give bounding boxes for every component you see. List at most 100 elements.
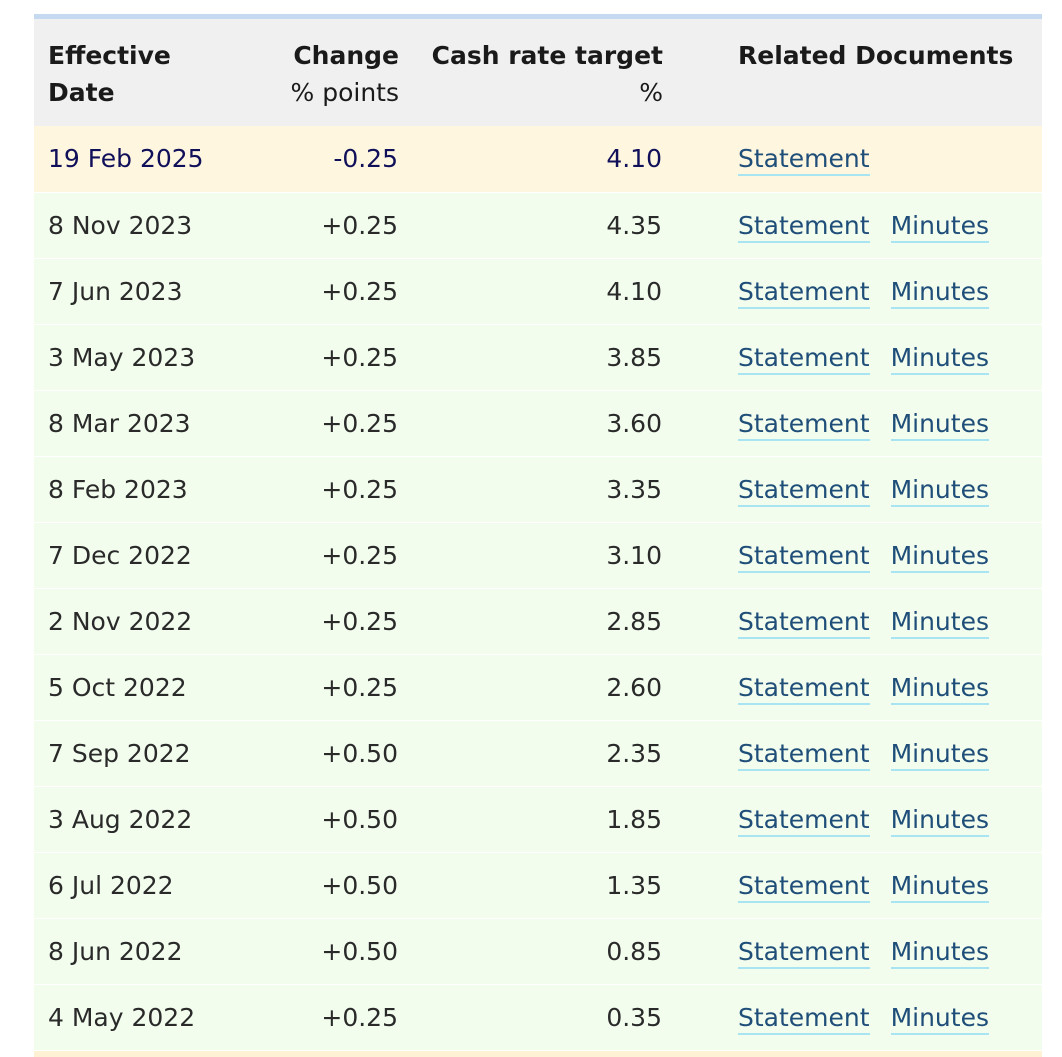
effective-date-cell: 8 Jun 2022	[48, 936, 183, 966]
effective-date-cell: 8 Feb 2023	[48, 474, 188, 504]
statement-link[interactable]: Statement	[738, 804, 870, 837]
change-cell: -0.25	[333, 144, 398, 174]
change-cell: +0.50	[321, 738, 398, 768]
effective-date-cell: 7 Jun 2023	[48, 276, 183, 306]
related-documents-cell: Statement Minutes	[663, 192, 1042, 258]
minutes-link[interactable]: Minutes	[890, 738, 989, 771]
cash-rate-target-cell: 3.60	[606, 408, 662, 438]
change-cell: +0.25	[321, 1002, 398, 1032]
table-row: 3 May 2023 +0.25 3.85 Statement Minutes	[34, 324, 1042, 390]
statement-link[interactable]: Statement	[738, 474, 870, 507]
header-change: Change % points	[209, 19, 399, 126]
statement-link[interactable]: Statement	[738, 738, 870, 771]
minutes-link[interactable]: Minutes	[890, 474, 989, 507]
cash-rate-target-cell: 4.35	[606, 210, 662, 240]
minutes-link[interactable]: Minutes	[890, 408, 989, 441]
related-documents-cell: Statement Minutes	[663, 324, 1042, 390]
table-row: 6 Jul 2022 +0.50 1.35 Statement Minutes	[34, 852, 1042, 918]
statement-link[interactable]: Statement	[738, 144, 870, 177]
cash-rate-target-cell: 1.35	[606, 870, 662, 900]
statement-link[interactable]: Statement	[738, 936, 870, 969]
effective-date-cell: 8 Mar 2023	[48, 408, 191, 438]
effective-date-cell: 4 May 2022	[48, 1002, 196, 1032]
change-cell: +0.50	[321, 870, 398, 900]
table-body: 19 Feb 2025 -0.25 4.10 Statement 8 Nov 2023 +…	[34, 126, 1042, 1050]
cash-rate-table: Effective Date Change % points Cash rate…	[34, 19, 1042, 1051]
header-effective-date: Effective Date	[34, 19, 209, 126]
related-documents-cell: Statement Minutes	[663, 588, 1042, 654]
change-cell: +0.50	[321, 936, 398, 966]
change-cell: +0.25	[321, 276, 398, 306]
effective-date-cell: 7 Sep 2022	[48, 738, 191, 768]
cash-rate-target-cell: 3.35	[606, 474, 662, 504]
cash-rate-table-container: Effective Date Change % points Cash rate…	[34, 14, 1042, 1057]
table-row: 8 Mar 2023 +0.25 3.60 Statement Minutes	[34, 390, 1042, 456]
table-row: 2 Nov 2022 +0.25 2.85 Statement Minutes	[34, 588, 1042, 654]
statement-link[interactable]: Statement	[738, 210, 870, 243]
statement-link[interactable]: Statement	[738, 276, 870, 309]
effective-date-cell: 2 Nov 2022	[48, 606, 193, 636]
minutes-link[interactable]: Minutes	[890, 210, 989, 243]
related-documents-cell: Statement Minutes	[663, 258, 1042, 324]
table-row-current: 19 Feb 2025 -0.25 4.10 Statement	[34, 126, 1042, 192]
change-cell: +0.50	[321, 804, 398, 834]
header-cash-rate-label: Cash rate target	[431, 41, 663, 70]
statement-link[interactable]: Statement	[738, 870, 870, 903]
minutes-link[interactable]: Minutes	[890, 342, 989, 375]
cash-rate-target-cell: 4.10	[606, 144, 662, 174]
table-top-border	[34, 14, 1042, 19]
table-row: 3 Aug 2022 +0.50 1.85 Statement Minutes	[34, 786, 1042, 852]
minutes-link[interactable]: Minutes	[890, 870, 989, 903]
minutes-link[interactable]: Minutes	[890, 672, 989, 705]
minutes-link[interactable]: Minutes	[890, 936, 989, 969]
effective-date-cell: 6 Jul 2022	[48, 870, 174, 900]
change-cell: +0.25	[321, 672, 398, 702]
statement-link[interactable]: Statement	[738, 1002, 870, 1035]
table-row: 7 Sep 2022 +0.50 2.35 Statement Minutes	[34, 720, 1042, 786]
related-documents-cell: Statement Minutes	[663, 720, 1042, 786]
cash-rate-target-cell: 2.35	[606, 738, 662, 768]
header-related-documents-label: Related Documents	[738, 41, 1014, 70]
header-change-label: Change	[293, 41, 399, 70]
related-documents-cell: Statement Minutes	[663, 918, 1042, 984]
table-header-row: Effective Date Change % points Cash rate…	[34, 19, 1042, 126]
cash-rate-target-cell: 0.35	[606, 1002, 662, 1032]
related-documents-cell: Statement Minutes	[663, 786, 1042, 852]
change-cell: +0.25	[321, 210, 398, 240]
statement-link[interactable]: Statement	[738, 540, 870, 573]
related-documents-cell: Statement Minutes	[663, 984, 1042, 1050]
statement-link[interactable]: Statement	[738, 672, 870, 705]
statement-link[interactable]: Statement	[738, 606, 870, 639]
table-row: 8 Feb 2023 +0.25 3.35 Statement Minutes	[34, 456, 1042, 522]
header-related-documents: Related Documents	[663, 19, 1042, 126]
effective-date-cell: 7 Dec 2022	[48, 540, 192, 570]
minutes-link[interactable]: Minutes	[890, 1002, 989, 1035]
minutes-link[interactable]: Minutes	[890, 540, 989, 573]
change-cell: +0.25	[321, 474, 398, 504]
change-cell: +0.25	[321, 342, 398, 372]
table-row: 8 Jun 2022 +0.50 0.85 Statement Minutes	[34, 918, 1042, 984]
header-cash-rate-target: Cash rate target %	[399, 19, 663, 126]
minutes-link[interactable]: Minutes	[890, 276, 989, 309]
related-documents-cell: Statement Minutes	[663, 390, 1042, 456]
cash-rate-target-cell: 0.85	[606, 936, 662, 966]
header-change-unit: % points	[290, 78, 399, 107]
statement-link[interactable]: Statement	[738, 408, 870, 441]
effective-date-cell: 3 Aug 2022	[48, 804, 193, 834]
minutes-link[interactable]: Minutes	[890, 606, 989, 639]
cash-rate-target-cell: 1.85	[606, 804, 662, 834]
cash-rate-target-cell: 4.10	[606, 276, 662, 306]
table-row: 7 Jun 2023 +0.25 4.10 Statement Minutes	[34, 258, 1042, 324]
table-row: 8 Nov 2023 +0.25 4.35 Statement Minutes	[34, 192, 1042, 258]
related-documents-cell: Statement Minutes	[663, 456, 1042, 522]
table-row: 7 Dec 2022 +0.25 3.10 Statement Minutes	[34, 522, 1042, 588]
effective-date-cell: 5 Oct 2022	[48, 672, 187, 702]
cash-rate-target-cell: 3.10	[606, 540, 662, 570]
related-documents-cell: Statement	[663, 126, 1042, 192]
change-cell: +0.25	[321, 606, 398, 636]
minutes-link[interactable]: Minutes	[890, 804, 989, 837]
statement-link[interactable]: Statement	[738, 342, 870, 375]
header-cash-rate-unit: %	[639, 78, 663, 107]
cash-rate-target-cell: 2.60	[606, 672, 662, 702]
effective-date-cell: 8 Nov 2023	[48, 210, 193, 240]
